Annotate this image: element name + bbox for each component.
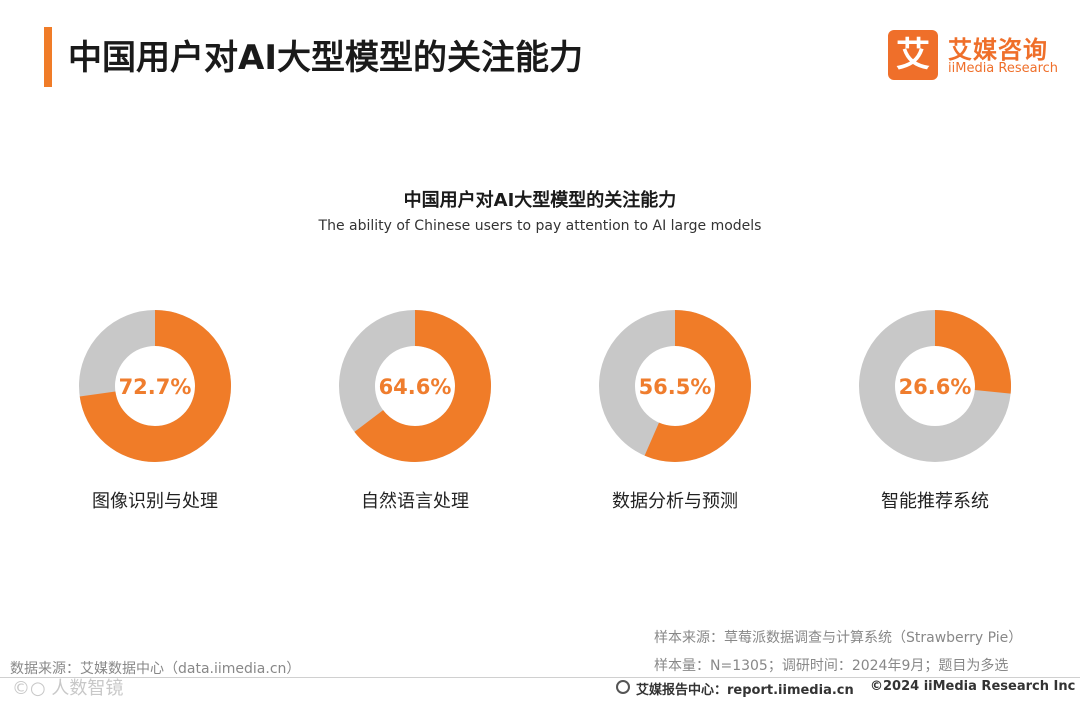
donut-value-arc bbox=[599, 310, 751, 462]
donut-value-arc bbox=[339, 310, 491, 462]
category-label: 自然语言处理 bbox=[361, 491, 469, 512]
logo-chinese-text: 艾媒咨询 bbox=[948, 36, 1048, 64]
title-accent-bar bbox=[44, 27, 52, 87]
category-label: 智能推荐系统 bbox=[881, 491, 989, 512]
donut-value-label: 72.7% bbox=[119, 375, 192, 399]
chart-title: 中国用户对AI大型模型的关注能力 bbox=[403, 190, 677, 211]
donut-value-label: 64.6% bbox=[379, 375, 452, 399]
copyright: ©2024 iiMedia Research Inc bbox=[870, 679, 1076, 694]
report-center-icon bbox=[616, 680, 630, 694]
data-source-note: 数据来源：艾媒数据中心（data.iimedia.cn） bbox=[10, 661, 301, 677]
donut-3: 56.5% bbox=[599, 310, 751, 462]
category-label: 图像识别与处理 bbox=[92, 491, 218, 512]
watermark: ©○ 人数智镜 bbox=[12, 678, 124, 699]
logo-mark-icon: 艾 bbox=[888, 30, 938, 80]
donut-4: 26.6% bbox=[859, 310, 1011, 462]
donut-value-label: 56.5% bbox=[639, 375, 712, 399]
donut-value-label: 26.6% bbox=[899, 375, 972, 399]
logo-english-text: iiMedia Research bbox=[948, 61, 1059, 76]
brand-logo: 艾 艾媒咨询 iiMedia Research bbox=[888, 30, 1063, 80]
donut-2: 64.6% bbox=[339, 310, 491, 462]
donut-value-arc bbox=[79, 310, 231, 462]
category-label: 数据分析与预测 bbox=[612, 491, 738, 512]
sample-source-note: 样本来源：草莓派数据调查与计算系统（Strawberry Pie） bbox=[654, 630, 1023, 646]
sample-size-note: 样本量：N=1305；调研时间：2024年9月；题目为多选 bbox=[654, 658, 1009, 674]
donut-1: 72.7% bbox=[79, 310, 231, 462]
donut-value-arc bbox=[859, 310, 1011, 462]
page-title: 中国用户对AI大型模型的关注能力 bbox=[68, 38, 583, 78]
report-center-link[interactable]: 艾媒报告中心：report.iimedia.cn bbox=[636, 683, 854, 698]
chart-subtitle: The ability of Chinese users to pay atte… bbox=[318, 218, 762, 234]
footer-divider bbox=[0, 677, 1080, 678]
